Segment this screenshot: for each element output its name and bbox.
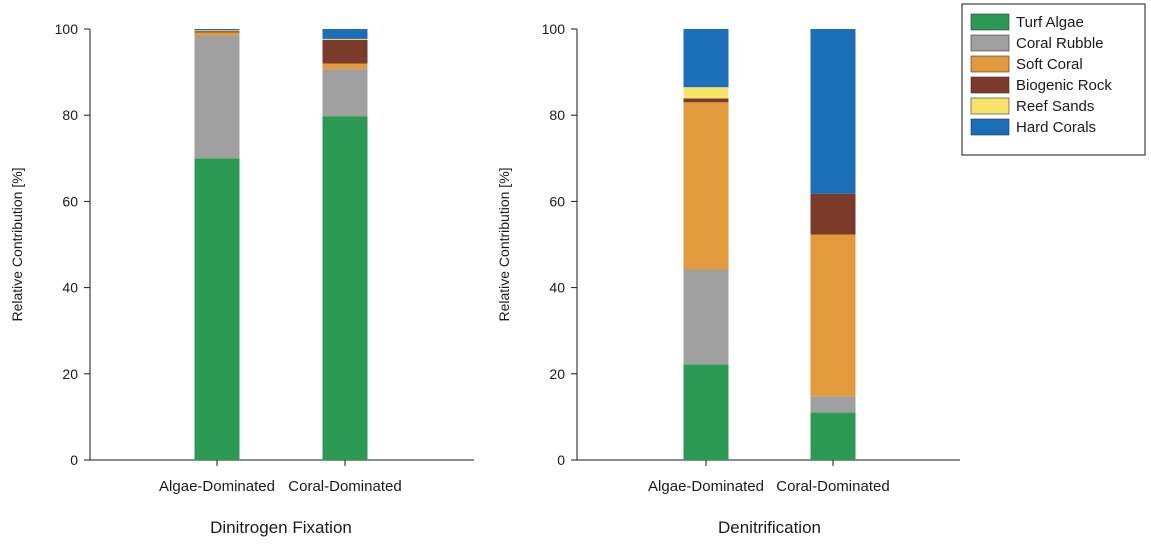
legend-swatch [970, 76, 1010, 94]
y-axis-label: Relative Contribution [%] [496, 167, 512, 321]
bar-segment-hard-corals [683, 29, 729, 88]
bar-segment-turf-algae [322, 116, 368, 461]
bar-segment-turf-algae [683, 364, 729, 460]
category-label: Coral-Dominated [288, 478, 401, 495]
legend-swatch [970, 97, 1010, 115]
bar-segment-reef-sands [683, 87, 729, 99]
category-label: Coral-Dominated [776, 478, 889, 495]
y-tick-label: 100 [542, 21, 566, 37]
legend-label: Turf Algae [1016, 14, 1084, 31]
legend-label: Soft Coral [1016, 56, 1083, 73]
y-tick-label: 20 [62, 366, 78, 382]
legend-swatch [970, 55, 1010, 73]
y-tick-label: 0 [70, 452, 78, 468]
bar-segment-turf-algae [194, 158, 240, 461]
bar-segment-coral-rubble [683, 269, 729, 365]
bar-segment-soft-coral [810, 234, 856, 397]
y-tick-label: 60 [62, 193, 78, 209]
legend-label: Reef Sands [1016, 98, 1094, 115]
bar-segment-coral-rubble [194, 35, 240, 159]
legend-swatch [970, 13, 1010, 31]
bar-segment-biogenic-rock [810, 193, 856, 235]
bar-segment-reef-sands [322, 38, 368, 40]
legend: Turf Algae Coral Rubble Soft Coral Biogenic… [961, 3, 1146, 156]
y-tick-label: 80 [549, 107, 565, 123]
bar-segment-soft-coral [683, 102, 729, 270]
legend-label: Biogenic Rock [1016, 77, 1112, 94]
bar-segment-hard-corals [194, 29, 240, 31]
category-label: Algae-Dominated [648, 478, 764, 495]
legend-swatch [970, 118, 1010, 136]
y-tick-label: 20 [549, 366, 565, 382]
bar-segment-soft-coral [194, 32, 240, 36]
chart-title: Denitrification [718, 518, 821, 537]
category-label: Algae-Dominated [159, 478, 275, 495]
bar-segment-turf-algae [810, 412, 856, 460]
chart-title: Dinitrogen Fixation [210, 518, 352, 537]
bar-segment-hard-corals [322, 29, 368, 39]
bar-segment-reef-sands [194, 30, 240, 32]
y-axis-label: Relative Contribution [%] [9, 167, 25, 321]
bar-segment-biogenic-rock [322, 39, 368, 64]
y-tick-label: 100 [55, 21, 79, 37]
bar-segment-coral-rubble [322, 69, 368, 117]
bar-segment-soft-coral [322, 63, 368, 70]
y-tick-label: 60 [549, 193, 565, 209]
bar-segment-biogenic-rock [683, 98, 729, 103]
legend-label: Coral Rubble [1016, 35, 1104, 52]
legend-swatch [970, 34, 1010, 52]
y-tick-label: 40 [62, 280, 78, 296]
y-tick-label: 0 [557, 452, 565, 468]
bar-segment-hard-corals [810, 29, 856, 194]
y-tick-label: 80 [62, 107, 78, 123]
bar-segment-biogenic-rock [194, 31, 240, 33]
bar-segment-coral-rubble [810, 396, 856, 413]
chart-dinitrogen-fixation: 0 20 40 60 80 100 Algae-Dominated Coral-Dominat… [9, 21, 474, 537]
chart-denitrification: 0 20 40 60 80 100 Algae-Dominated Coral-Dominat… [496, 21, 960, 537]
legend-label: Hard Corals [1016, 119, 1096, 136]
y-tick-label: 40 [549, 280, 565, 296]
